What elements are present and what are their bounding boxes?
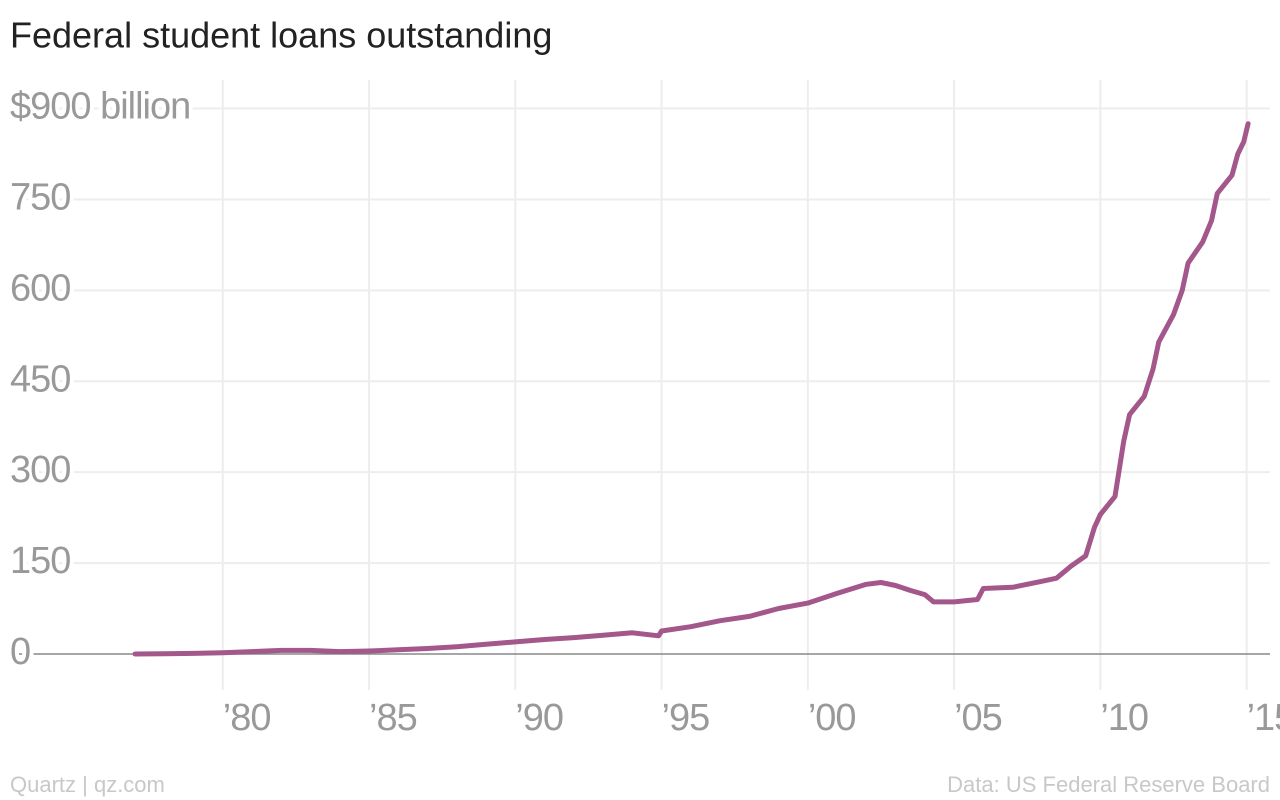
x-tick-label: ’85 — [369, 697, 417, 739]
credit: Quartz | qz.com — [10, 772, 165, 797]
y-tick-label: 300 — [10, 449, 70, 491]
x-tick-label: ’00 — [808, 697, 856, 739]
y-tick-label: 600 — [10, 267, 70, 309]
y-tick-label: 750 — [10, 176, 70, 218]
x-tick-label: ’95 — [662, 697, 710, 739]
data-line — [132, 121, 1251, 657]
chart-title: Federal student loans outstanding — [10, 15, 552, 56]
source: Data: US Federal Reserve Board — [947, 772, 1270, 797]
y-tick-label: $900 billion — [10, 86, 190, 128]
y-tick-label: 0 — [10, 631, 30, 673]
y-tick-label: 450 — [10, 358, 70, 400]
x-tick-label: ’80 — [223, 697, 271, 739]
y-tick-label: 150 — [10, 540, 70, 582]
x-tick-label: ’90 — [515, 697, 563, 739]
x-tick-label: ’15 — [1247, 697, 1280, 739]
x-tick-label: ’10 — [1100, 697, 1148, 739]
x-tick-label: ’05 — [954, 697, 1002, 739]
